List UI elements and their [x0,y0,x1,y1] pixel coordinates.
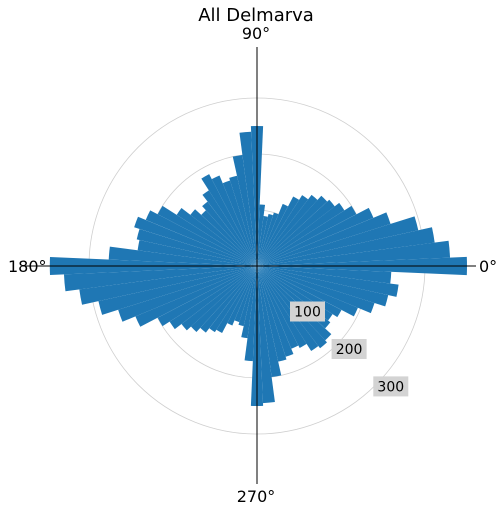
bar-25deg [257,207,374,266]
bar-250deg [234,266,257,323]
direction-label-north: 90° [242,24,270,43]
bar-55deg [257,195,309,266]
bar-65deg [257,203,289,266]
direction-label-west: 180° [8,257,47,276]
bar-245deg [227,266,257,326]
bar-15deg [257,216,419,266]
radial-label-300: 300 [373,376,409,397]
bar-185deg [63,266,258,292]
bar-120deg [201,174,257,266]
bar-5deg [257,240,451,266]
bar-150deg [157,205,257,266]
bar-335deg [257,266,358,317]
bar-105deg [229,175,257,266]
bar-285deg [257,266,287,362]
bar-225deg [190,266,257,333]
bar-195deg [98,266,257,315]
bar-40deg [257,199,335,266]
direction-label-south: 270° [237,487,276,506]
bar-155deg [145,210,257,266]
bar-60deg [257,196,300,266]
bar-140deg [190,209,257,266]
bar-165deg [136,228,257,266]
bar-230deg [200,266,257,333]
bar-350deg [257,266,399,297]
bar-95deg [239,131,257,266]
bar-295deg [257,266,299,349]
bar-85deg [257,204,266,266]
bar-355deg [257,266,392,284]
bar-275deg [257,266,275,404]
bar-300deg [257,266,307,348]
bar-130deg [202,201,257,266]
bar-265deg [244,266,257,362]
radial-label-box [290,301,325,322]
bar-70deg [257,212,279,266]
bar-115deg [211,175,257,266]
bar-160deg [134,216,257,266]
radial-label-text: 200 [336,342,363,358]
bar-30deg [257,205,357,266]
bar-170deg [137,239,257,266]
radial-label-text: 300 [377,379,404,395]
bar-260deg [241,266,257,339]
bar-100deg [232,154,257,266]
bar-240deg [216,266,257,334]
radial-label-box [331,339,367,359]
bar-340deg [257,266,375,314]
direction-label-east: 0° [479,257,497,276]
bar-50deg [257,194,318,266]
bar-80deg [257,216,268,266]
chart-title: All Delmarva [198,5,314,26]
radial-label-box [373,376,409,397]
bar-345deg [257,266,389,307]
bar-305deg [257,266,319,352]
bar-210deg [157,266,257,327]
radial-tick-labels: 100 200 300 [290,301,409,397]
bar-215deg [169,266,257,330]
bar-280deg [257,266,282,378]
bar-290deg [257,266,294,357]
bar-35deg [257,202,345,266]
bar-200deg [118,266,257,322]
radial-label-200: 200 [331,339,367,359]
bar-125deg [202,190,257,266]
radial-label-text: 100 [294,305,321,321]
bar-205deg [135,266,257,327]
bar-235deg [209,266,257,333]
bar-45deg [257,195,328,266]
bar-10deg [257,227,435,266]
bar-145deg [176,208,257,266]
bar-255deg [238,266,257,327]
bar-220deg [181,266,257,331]
bar-110deg [222,180,257,266]
bar-175deg [108,246,258,266]
bar-75deg [257,214,273,266]
bar-20deg [257,212,391,266]
bars [49,125,467,407]
radial-label-100: 100 [290,301,325,322]
bar-135deg [201,210,257,266]
bar-190deg [79,266,257,305]
